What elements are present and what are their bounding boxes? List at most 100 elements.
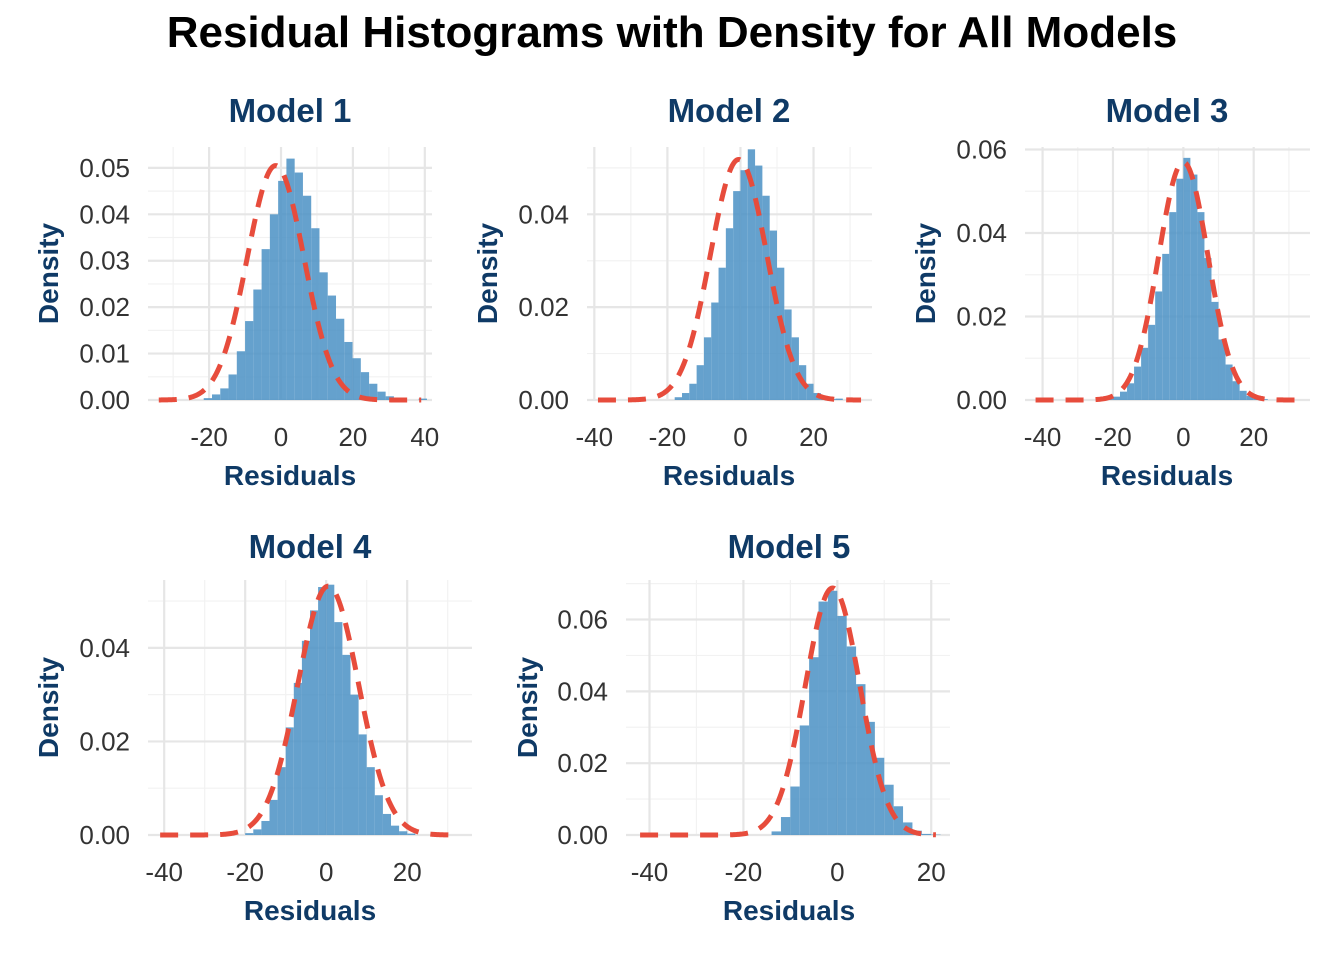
- y-axis-title: Density: [910, 223, 941, 325]
- histogram-bar: [755, 165, 763, 400]
- histogram-bar: [203, 398, 212, 400]
- chart-title: Residual Histograms with Density for All…: [166, 8, 1178, 57]
- histogram-bar: [1225, 364, 1233, 400]
- x-tick-label: 20: [393, 857, 422, 887]
- x-tick-label: -40: [631, 857, 669, 887]
- y-tick-label: 0.01: [79, 339, 130, 369]
- histogram-bar: [374, 795, 383, 835]
- histogram-bar: [334, 622, 343, 835]
- y-tick-label: 0.02: [518, 292, 569, 322]
- histogram-bar: [818, 601, 828, 835]
- y-tick-label: 0.02: [956, 302, 1007, 332]
- histogram-bar: [696, 365, 704, 400]
- histogram-bar: [893, 806, 904, 835]
- histogram-bar: [1155, 291, 1163, 400]
- x-tick-label: 20: [1239, 422, 1268, 452]
- x-tick-label: -20: [1094, 422, 1132, 452]
- histogram-bar: [1120, 391, 1128, 400]
- histogram-bar: [369, 383, 378, 400]
- histogram-bar: [377, 391, 386, 400]
- histogram-bar: [245, 833, 254, 835]
- histogram-bar: [269, 214, 279, 400]
- histogram-bar: [799, 725, 810, 835]
- histogram-bar: [674, 397, 682, 400]
- density-line: [160, 583, 460, 838]
- histogram-bar: [806, 383, 814, 400]
- panel-title: Model 2: [668, 92, 791, 129]
- histogram-bar: [780, 817, 791, 835]
- x-tick-label: 0: [319, 857, 333, 887]
- histogram-bar: [790, 786, 800, 835]
- histogram-bar: [1232, 381, 1240, 400]
- histogram-bar: [682, 393, 690, 400]
- x-tick-label: 20: [917, 857, 946, 887]
- histogram-bar: [835, 398, 843, 400]
- histogram-bar: [236, 351, 246, 400]
- y-axis-title: Density: [512, 657, 543, 759]
- histogram-bar: [791, 337, 799, 400]
- x-tick-label: -40: [576, 422, 614, 452]
- histogram-bar: [261, 820, 270, 835]
- panel-model-5: -40 -20 0 20 0.00 0.02 0.04 0.06 Model 5 Residual…: [512, 528, 950, 926]
- histogram-bar: [1127, 383, 1135, 400]
- histogram-bar: [1148, 324, 1156, 400]
- histogram-bar: [286, 158, 295, 400]
- histogram-bar: [311, 228, 320, 400]
- histogram-bar: [277, 767, 286, 835]
- histogram-bar: [846, 646, 857, 835]
- histogram-bar: [399, 831, 408, 835]
- histogram-bar: [689, 383, 697, 400]
- histogram-bar: [302, 195, 312, 400]
- histogram-bar: [228, 374, 237, 400]
- histogram-bar: [211, 394, 221, 400]
- y-axis-title: Density: [472, 223, 503, 325]
- histogram-bar: [777, 267, 785, 400]
- histogram-bar: [865, 721, 875, 835]
- histogram-bar: [318, 587, 327, 835]
- y-tick-label: 0.00: [79, 385, 130, 415]
- y-tick-label: 0.04: [557, 676, 608, 706]
- histogram-bar: [921, 833, 932, 835]
- histogram-bar: [293, 682, 302, 835]
- y-tick-label: 0.04: [518, 199, 569, 229]
- x-axis-title: Residuals: [1101, 460, 1233, 491]
- panel-model-4: -40 -20 0 20 0.00 0.02 0.04 Model 4 Residuals Den…: [33, 528, 472, 926]
- histogram-bar: [391, 825, 400, 835]
- y-axis-title: Density: [33, 223, 64, 325]
- y-axis-title: Density: [33, 657, 64, 759]
- histogram-bar: [285, 727, 294, 835]
- y-tick-label: 0.02: [79, 292, 130, 322]
- x-axis-title: Residuals: [244, 895, 376, 926]
- histogram-bar: [874, 757, 885, 835]
- x-axis-title: Residuals: [723, 895, 855, 926]
- histogram-bar: [301, 640, 310, 835]
- histogram-bar: [733, 191, 741, 400]
- histogram-bar: [711, 302, 719, 400]
- histogram-bar: [342, 654, 351, 835]
- x-tick-label: 0: [274, 422, 288, 452]
- histogram-bar: [718, 267, 726, 400]
- histogram-bar: [1239, 390, 1247, 400]
- histogram-bar: [326, 584, 335, 835]
- histogram-bar: [1190, 174, 1198, 400]
- y-tick-label: 0.00: [956, 385, 1007, 415]
- x-tick-label: 20: [338, 422, 367, 452]
- histogram-bar: [1218, 339, 1226, 400]
- histogram-bar: [358, 734, 367, 835]
- x-axis-title: Residuals: [663, 460, 795, 491]
- histogram-bar: [278, 180, 287, 400]
- panel-model-1: -20 0 20 40 0.00 0.01 0.02 0.03 0.04 0.05 Model 1 R…: [33, 92, 439, 491]
- histogram-bar: [407, 833, 416, 835]
- histogram-bar: [336, 318, 345, 400]
- histogram-bar: [1112, 396, 1120, 400]
- histogram-bar: [253, 289, 262, 400]
- x-tick-label: 0: [733, 422, 747, 452]
- histogram-bar: [418, 398, 427, 400]
- histogram-bar: [856, 684, 866, 835]
- panel-title: Model 5: [728, 528, 851, 565]
- histogram-bar: [1141, 347, 1149, 400]
- histogram-bar: [837, 615, 847, 835]
- x-tick-label: -40: [1024, 422, 1062, 452]
- histogram-bar: [703, 337, 712, 400]
